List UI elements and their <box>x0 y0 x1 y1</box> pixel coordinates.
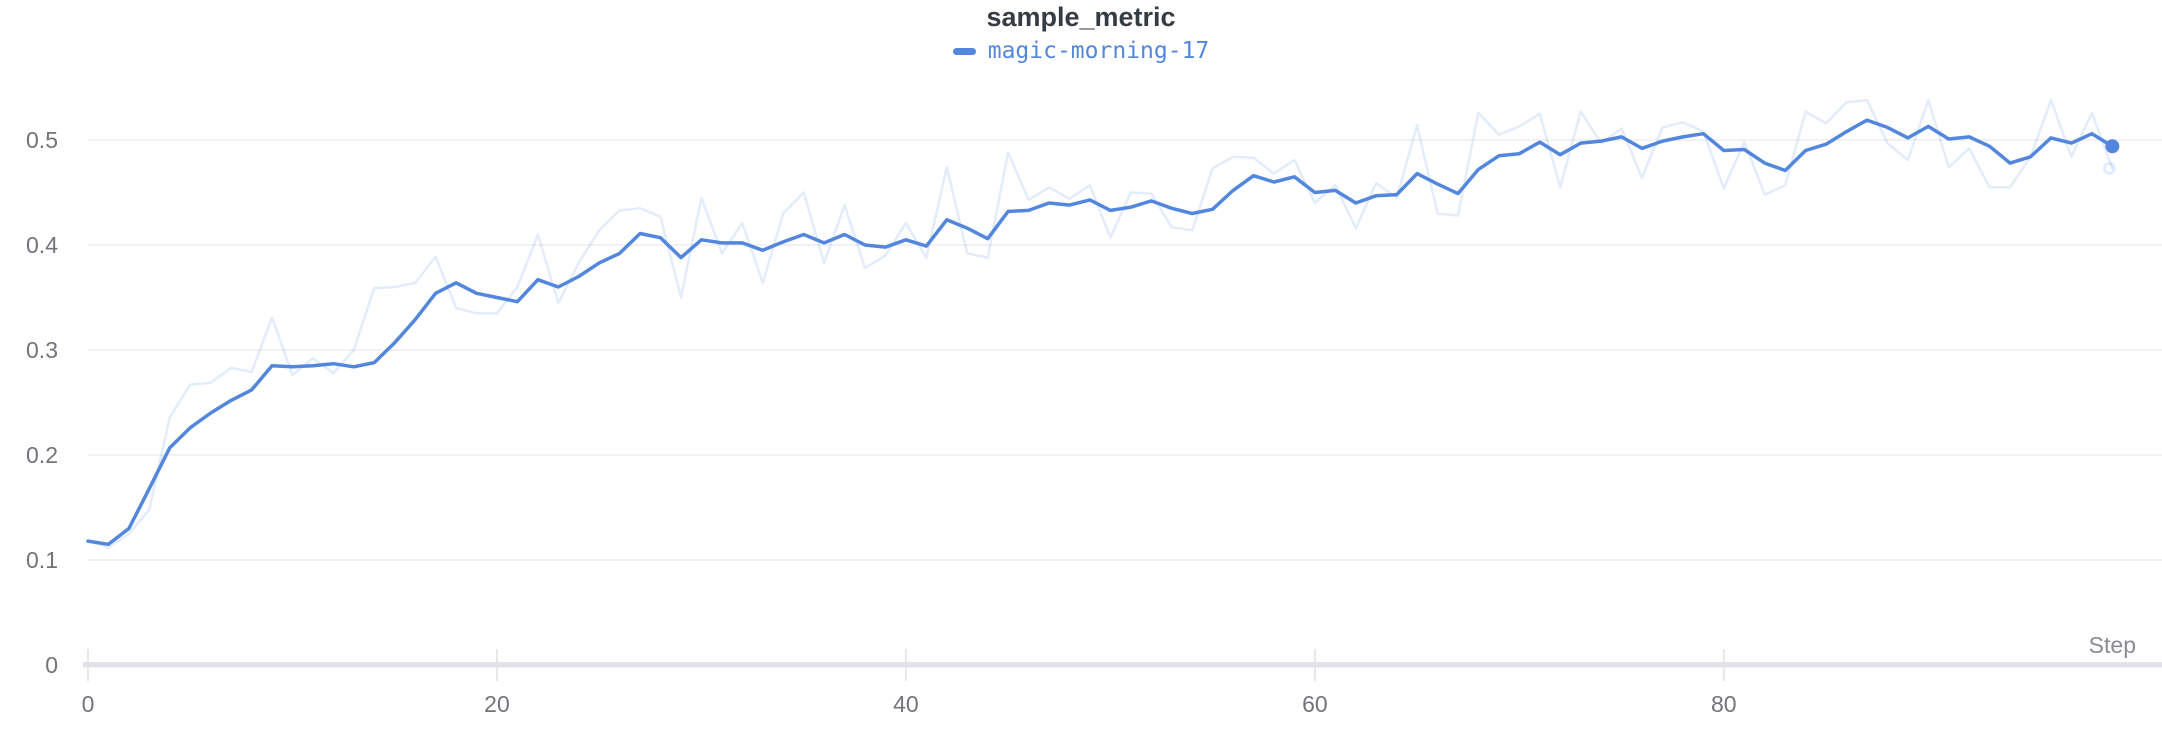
x-tick-label: 40 <box>893 691 919 717</box>
series-line-original <box>86 98 2114 549</box>
x-axis-label: Step <box>2089 632 2136 658</box>
y-tick-label: 0.4 <box>26 232 58 258</box>
x-tick-label: 0 <box>82 691 95 717</box>
y-tick-label: 0 <box>45 652 58 678</box>
y-tick-label: 0.1 <box>26 547 58 573</box>
legend-swatch <box>952 48 976 55</box>
chart-title: sample_metric <box>986 2 1176 32</box>
y-tick-label: 0.2 <box>26 442 58 468</box>
y-tick-label: 0.3 <box>26 337 58 363</box>
chart-legend: magic-morning-17 <box>0 40 2162 63</box>
legend-item-run[interactable]: magic-morning-17 <box>952 38 1210 64</box>
x-tick-label: 60 <box>1302 691 1328 717</box>
x-axis-baseline <box>83 662 2162 668</box>
y-tick-label: 0.5 <box>26 127 58 153</box>
x-tick-label: 80 <box>1711 691 1737 717</box>
series-line-smoothed <box>86 118 2115 547</box>
series-end-marker-smoothed <box>2105 139 2120 154</box>
legend-run-name: magic-morning-17 <box>987 38 1210 64</box>
x-tick-label: 20 <box>484 691 510 717</box>
series-end-marker-original <box>2102 161 2116 175</box>
